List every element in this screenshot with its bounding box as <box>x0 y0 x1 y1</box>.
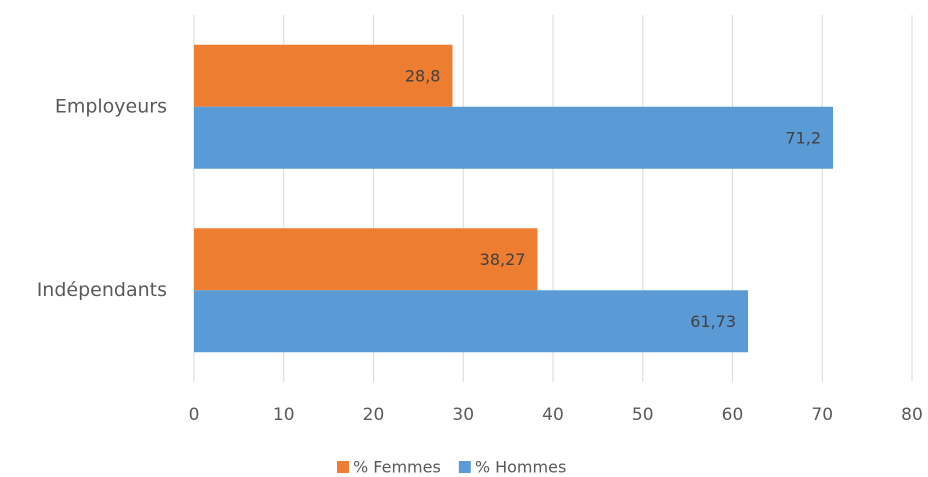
x-tick-label: 50 <box>632 405 654 425</box>
bar <box>194 106 834 169</box>
x-tick-label: 0 <box>189 405 200 425</box>
x-tick-label: 10 <box>273 405 295 425</box>
x-tick-label: 20 <box>363 405 385 425</box>
bar <box>194 228 538 291</box>
legend-swatch <box>337 461 349 473</box>
y-tick-label: Indépendants <box>37 279 167 301</box>
legend-label: % Femmes <box>353 458 441 477</box>
x-tick-label: 60 <box>722 405 744 425</box>
bar <box>194 290 749 353</box>
y-tick-label: Employeurs <box>55 95 167 117</box>
data-label: 38,27 <box>480 250 526 269</box>
data-label: 28,8 <box>405 66 441 85</box>
x-tick-label: 40 <box>542 405 564 425</box>
x-tick-label: 80 <box>901 405 923 425</box>
legend-swatch <box>458 461 471 473</box>
x-tick-label: 70 <box>811 405 833 425</box>
data-label: 71,2 <box>785 128 821 147</box>
bar <box>194 44 453 107</box>
legend-label: % Hommes <box>475 458 566 477</box>
data-label: 61,73 <box>690 312 736 331</box>
x-tick-label: 30 <box>452 405 474 425</box>
